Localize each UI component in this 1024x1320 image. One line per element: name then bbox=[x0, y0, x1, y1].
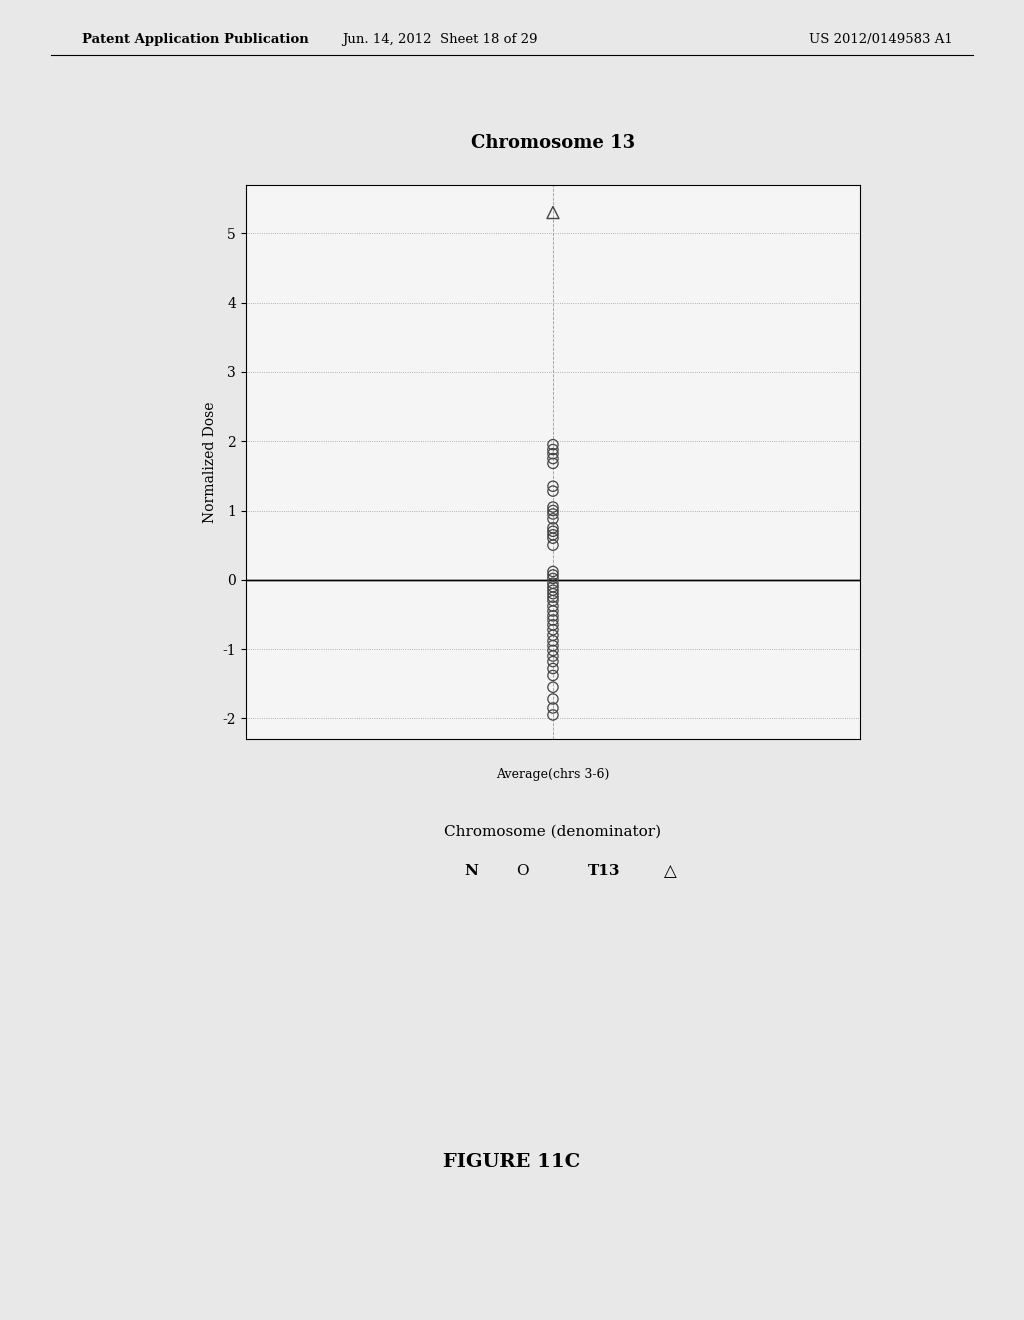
Point bbox=[545, 521, 561, 543]
Point bbox=[545, 651, 561, 672]
Point bbox=[545, 590, 561, 611]
Text: Patent Application Publication: Patent Application Publication bbox=[82, 33, 308, 46]
Point bbox=[545, 524, 561, 545]
Point bbox=[545, 677, 561, 698]
Point bbox=[545, 568, 561, 589]
Point bbox=[545, 697, 561, 718]
Point bbox=[545, 579, 561, 601]
Point bbox=[545, 565, 561, 586]
Point bbox=[545, 614, 561, 635]
Point bbox=[545, 535, 561, 556]
Point bbox=[545, 576, 561, 597]
Point bbox=[545, 595, 561, 616]
Point bbox=[545, 444, 561, 465]
Point bbox=[545, 657, 561, 678]
Point bbox=[545, 561, 561, 582]
Point bbox=[545, 528, 561, 549]
Text: US 2012/0149583 A1: US 2012/0149583 A1 bbox=[809, 33, 952, 46]
Point bbox=[545, 624, 561, 645]
Point bbox=[545, 517, 561, 539]
Point bbox=[545, 601, 561, 622]
Point bbox=[545, 447, 561, 469]
Point bbox=[545, 606, 561, 627]
Point bbox=[545, 496, 561, 517]
Text: O: O bbox=[516, 865, 528, 878]
Point bbox=[545, 619, 561, 640]
Point bbox=[545, 503, 561, 524]
Point bbox=[545, 573, 561, 594]
Point bbox=[545, 610, 561, 631]
Point bbox=[545, 500, 561, 521]
Text: Chromosome 13: Chromosome 13 bbox=[471, 133, 635, 152]
Point bbox=[545, 453, 561, 474]
Point bbox=[545, 586, 561, 607]
Point bbox=[545, 480, 561, 502]
Text: Chromosome (denominator): Chromosome (denominator) bbox=[444, 825, 662, 838]
Text: Jun. 14, 2012  Sheet 18 of 29: Jun. 14, 2012 Sheet 18 of 29 bbox=[343, 33, 538, 46]
Text: T13: T13 bbox=[588, 865, 621, 878]
Point bbox=[545, 630, 561, 651]
Point bbox=[545, 705, 561, 726]
Point bbox=[545, 689, 561, 710]
Text: Average(chrs 3-6): Average(chrs 3-6) bbox=[497, 768, 609, 781]
Point bbox=[545, 508, 561, 529]
Text: FIGURE 11C: FIGURE 11C bbox=[443, 1152, 581, 1171]
Point bbox=[545, 645, 561, 667]
Point bbox=[545, 440, 561, 461]
Point bbox=[545, 665, 561, 686]
Y-axis label: Normalized Dose: Normalized Dose bbox=[203, 401, 217, 523]
Point bbox=[545, 202, 561, 223]
Point bbox=[545, 640, 561, 661]
Text: N: N bbox=[464, 865, 478, 878]
Point bbox=[545, 434, 561, 455]
Point bbox=[545, 583, 561, 605]
Point bbox=[545, 635, 561, 656]
Text: △: △ bbox=[665, 863, 677, 879]
Point bbox=[545, 475, 561, 496]
